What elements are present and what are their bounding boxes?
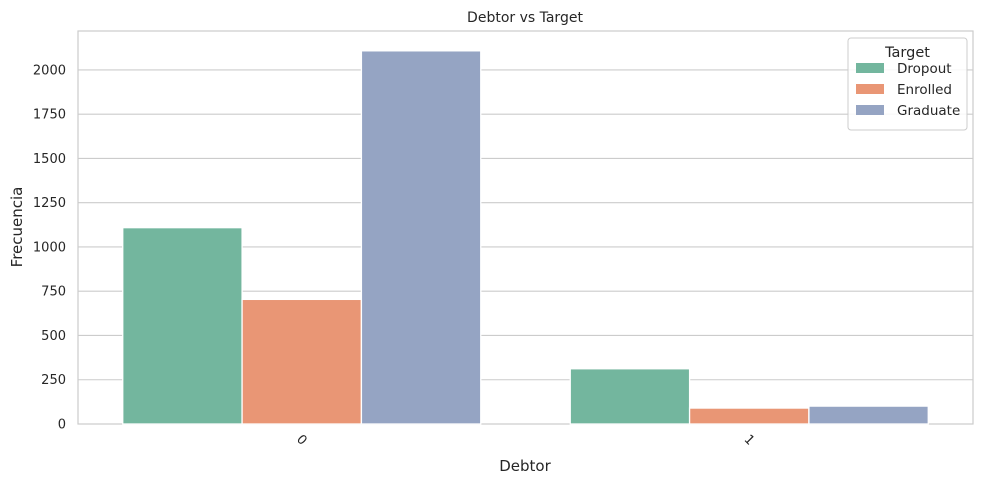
plot-frame bbox=[77, 30, 974, 425]
bar-dropout-0 bbox=[122, 227, 243, 425]
y-tick-label: 1000 bbox=[33, 240, 66, 255]
y-tick-label: 500 bbox=[41, 329, 66, 344]
y-tick-label: 1750 bbox=[33, 108, 66, 123]
y-axis-label: Frecuencia bbox=[8, 187, 26, 268]
legend-swatch-graduate bbox=[856, 105, 884, 115]
y-ticks: 0 250 500 750 1000 1250 1500 1750 2000 bbox=[33, 63, 66, 432]
legend-items: Dropout Enrolled Graduate bbox=[856, 61, 960, 119]
legend-label-dropout: Dropout bbox=[897, 61, 952, 77]
chart-title: Debtor vs Target bbox=[467, 10, 583, 26]
legend-swatch-enrolled bbox=[856, 84, 884, 94]
y-tick-label: 0 bbox=[58, 418, 66, 433]
bars bbox=[122, 50, 929, 425]
legend-label-enrolled: Enrolled bbox=[897, 82, 952, 98]
bar-dropout-1 bbox=[569, 368, 691, 425]
bar-enrolled-1 bbox=[688, 407, 810, 425]
y-tick-label: 250 bbox=[41, 373, 66, 388]
legend-label-graduate: Graduate bbox=[897, 103, 960, 119]
x-axis-label: Debtor bbox=[499, 457, 551, 475]
y-tick-label: 1500 bbox=[33, 152, 66, 167]
bar-graduate-0 bbox=[360, 50, 482, 425]
bar-graduate-1 bbox=[808, 405, 929, 425]
bar-enrolled-0 bbox=[241, 298, 363, 425]
legend-swatch-dropout bbox=[856, 63, 884, 73]
x-tick-label: 1 bbox=[741, 432, 757, 448]
y-tick-label: 750 bbox=[41, 285, 66, 300]
legend: Target Dropout Enrolled Graduate bbox=[847, 37, 968, 131]
y-tick-label: 2000 bbox=[33, 63, 66, 78]
legend-title: Target bbox=[884, 45, 930, 61]
y-tick-label: 1250 bbox=[33, 196, 66, 211]
x-tick-label: 0 bbox=[293, 432, 309, 448]
